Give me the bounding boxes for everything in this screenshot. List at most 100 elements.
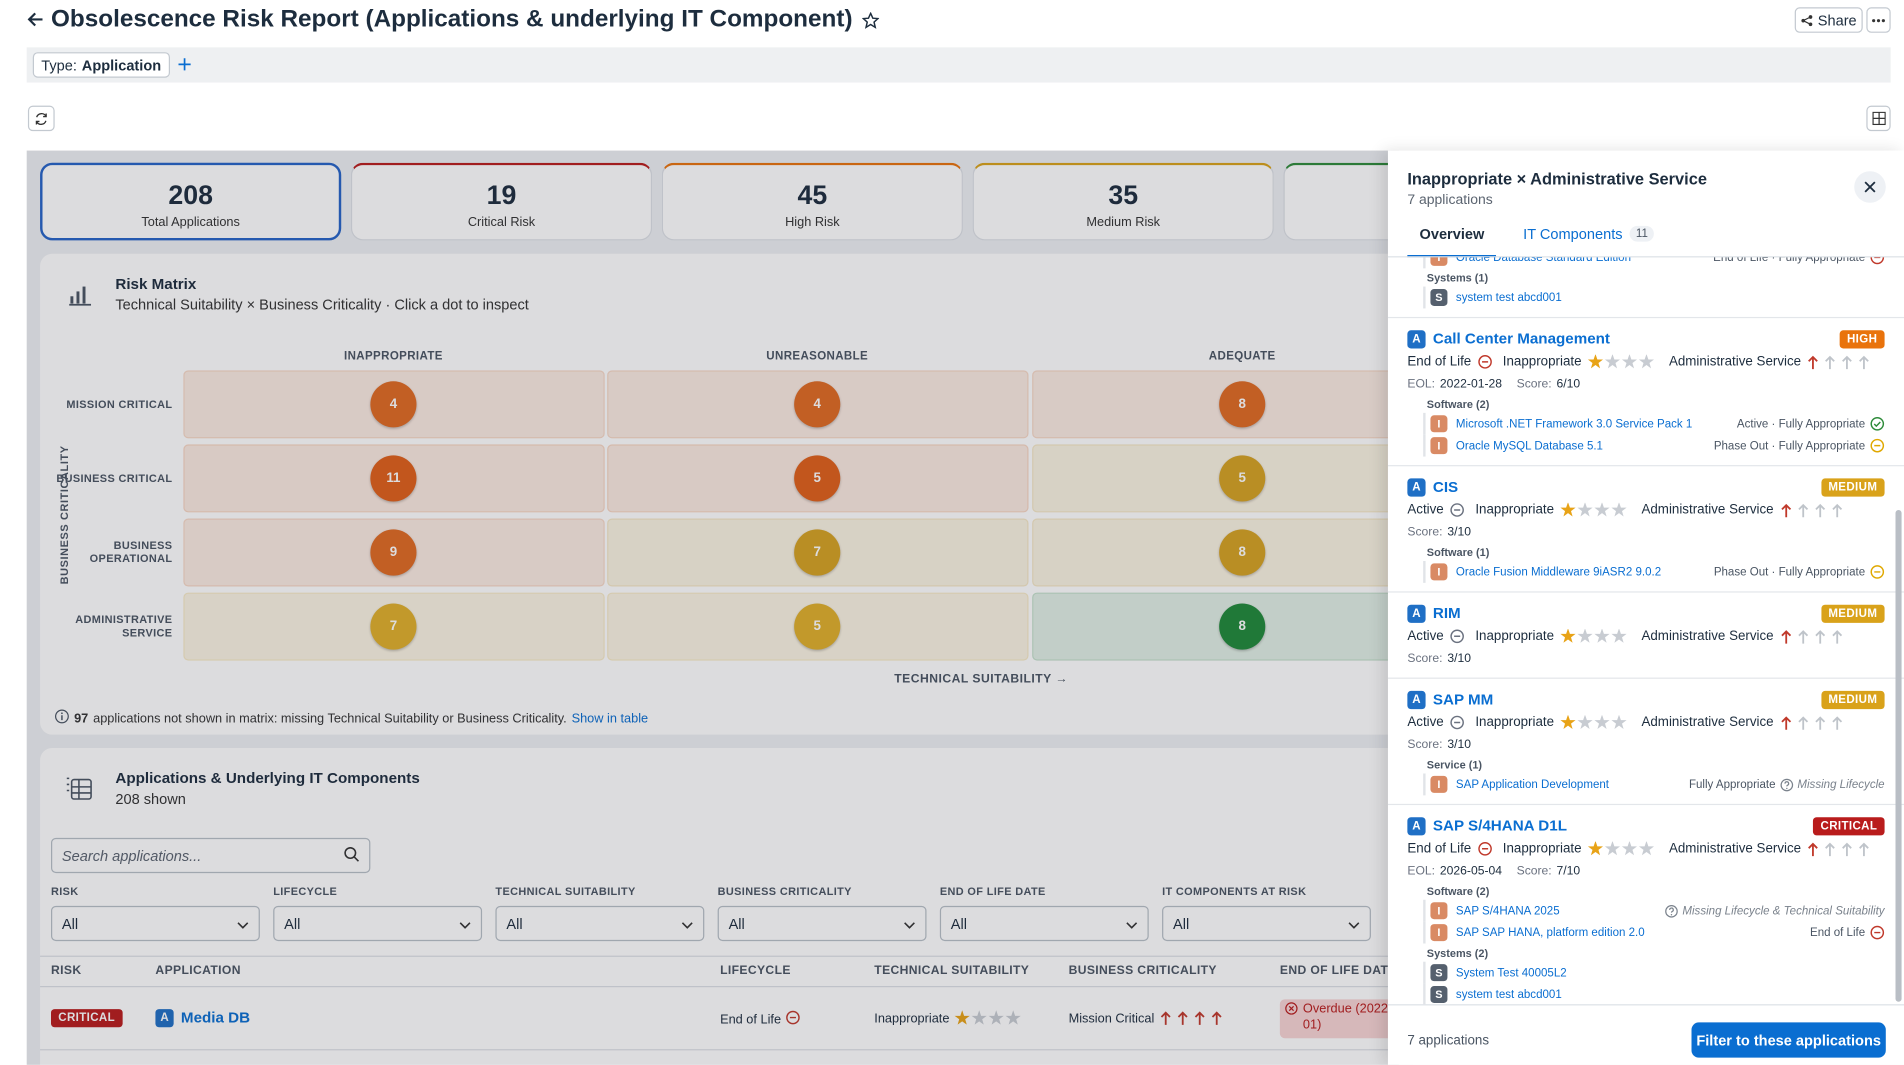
backdrop[interactable] [26,150,1399,1065]
filter-label: LIFECYCLE [273,885,338,898]
close-button[interactable] [1854,171,1886,203]
component-name[interactable]: system test abcd001 [1455,290,1562,305]
star [1577,628,1593,643]
column-header[interactable]: LIFECYCLE [720,964,791,978]
search-box[interactable]: Search applications... [51,837,371,874]
app-name[interactable]: CIS [1432,478,1459,496]
table-row[interactable] [40,987,1413,1051]
component-name[interactable]: System Test 40005L2 [1455,965,1567,980]
matrix-dot[interactable]: 8 [1219,381,1266,428]
component-name[interactable]: Oracle Database Standard Edition [1455,257,1632,265]
matrix-dot[interactable]: 7 [370,603,417,650]
component-name[interactable]: SAP SAP HANA, platform edition 2.0 [1455,925,1645,940]
app-item[interactable]: A Call Center Management HIGH End of Life In… [1387,318,1904,467]
chevron [237,915,249,932]
criticality-text: Administrative Service [1641,629,1774,644]
filter-select[interactable]: All [51,905,260,942]
filter-chip[interactable]: Type: Application [32,52,170,78]
column-header[interactable]: APPLICATION [155,964,241,978]
star [1577,714,1593,729]
component-name-group: I SAP Application Development [1430,775,1609,793]
kpi-label: High Risk [785,214,840,230]
tab[interactable]: Overview [1407,226,1497,258]
tab[interactable]: IT Components 11 [1518,225,1658,255]
app-name[interactable]: Media DB [180,1009,251,1027]
status-text: End of Life · Fully Appropriate [1713,257,1866,265]
panel-body: I Oracle Database Standard Edition End of … [1387,257,1904,1005]
back-button[interactable] [27,10,44,29]
column-header[interactable]: BUSINESS CRITICALITY [1068,964,1217,978]
component-name[interactable]: SAP S/4HANA 2025 [1455,904,1560,918]
share-button[interactable]: Share [1794,7,1863,33]
component-name[interactable]: Oracle MySQL Database 5.1 [1455,438,1603,453]
app-name[interactable]: SAP MM [1432,690,1494,708]
component-name[interactable]: SAP Application Development [1455,777,1609,792]
app-item[interactable]: I Oracle Database Standard Edition End of … [1387,257,1904,319]
app-item[interactable]: A RIM MEDIUM Active Inappropriate Administrat… [1387,593,1904,679]
component-name-group: I Oracle Database Standard Edition [1430,257,1631,266]
item-attributes: Active Inappropriate Administrative Servic… [1407,712,1884,734]
matrix-dot[interactable]: 4 [370,381,417,428]
app-item[interactable]: A CIS MEDIUM Active Inappropriate Administrat… [1387,466,1904,593]
lifecycle-icon [786,1010,801,1028]
filter-select[interactable]: All [495,905,705,942]
criticality: Mission Critical [1069,1010,1228,1026]
component-name[interactable]: Microsoft .NET Framework 3.0 Service Pac… [1455,417,1693,431]
matrix-dot[interactable]: 11 [370,455,417,502]
matrix-dot[interactable]: 7 [794,529,841,576]
criticality-arrow [1193,1010,1205,1026]
chevron [1126,915,1138,932]
kpi-value: 19 [486,179,517,211]
app-name[interactable]: Call Center Management [1432,330,1610,348]
filter-select[interactable]: All [717,905,927,942]
add-filter[interactable] [177,56,192,78]
item-header: A RIM MEDIUM [1407,601,1885,625]
component-name[interactable]: Oracle Fusion Middleware 9iASR2 9.0.2 [1455,565,1662,579]
app-item[interactable]: A SAP MM MEDIUM Active Inappropriate Administ… [1387,679,1904,806]
note-link[interactable]: Show in table [571,710,649,726]
filter-select[interactable]: All [273,905,483,942]
eol-label: EOL: [1407,377,1436,391]
tab-badge: 11 [1629,225,1654,242]
column-header[interactable]: RISK [51,964,82,978]
component-icon: S [1430,986,1448,1004]
component-name[interactable]: system test abcd001 [1455,987,1562,1002]
matrix-dot[interactable]: 9 [370,529,417,576]
scrollbar[interactable] [1895,510,1902,1002]
refresh-button[interactable] [27,105,55,132]
favorite-icon[interactable] [862,11,880,29]
app-name[interactable]: RIM [1432,604,1461,622]
matrix-dot[interactable]: 5 [794,603,841,650]
filter-button[interactable]: Filter to these applications [1691,1022,1886,1058]
matrix-dot[interactable]: 8 [1219,603,1266,650]
more-button[interactable] [1866,7,1891,33]
risk-badge: MEDIUM [1821,477,1885,497]
score-value: 7/10 [1556,863,1581,878]
matrix-dot[interactable]: 8 [1219,529,1266,576]
criticality-arrow [1841,841,1853,857]
column-header[interactable]: END OF LIFE DATE [1279,964,1397,978]
lifecycle-icon [1450,715,1465,730]
matrix-dot[interactable]: 4 [794,381,841,428]
filter-select[interactable]: All [1162,905,1371,942]
note-text: applications not shown in matrix: missin… [93,710,567,726]
status-icon [1870,438,1885,453]
matrix-dot[interactable]: 5 [794,455,841,502]
star [1611,628,1627,643]
filter-select[interactable]: All [939,905,1149,942]
table-title: Applications & Underlying IT Components [115,769,420,787]
component-row: I SAP SAP HANA, platform edition 2.0 End o… [1423,921,1885,944]
matrix-dot[interactable]: 5 [1219,455,1266,502]
app-name[interactable]: SAP S/4HANA D1L [1432,817,1567,835]
criticality-arrow [1814,628,1826,644]
item-meta: EOL: 2026-05-04 Score: 7/10 [1407,860,1884,882]
app-icon: A [1407,816,1426,835]
criticality-level [1807,354,1875,370]
component-icon: S [1430,964,1448,982]
column-header[interactable]: TECHNICAL SUITABILITY [874,964,1030,978]
app-item[interactable]: A SAP S/4HANA D1L CRITICAL End of Life Inapp… [1388,805,1904,1005]
kpi-value: 208 [168,179,213,211]
layout-button[interactable] [1866,105,1891,132]
eol-value: 2022-01-28 [1439,377,1503,391]
